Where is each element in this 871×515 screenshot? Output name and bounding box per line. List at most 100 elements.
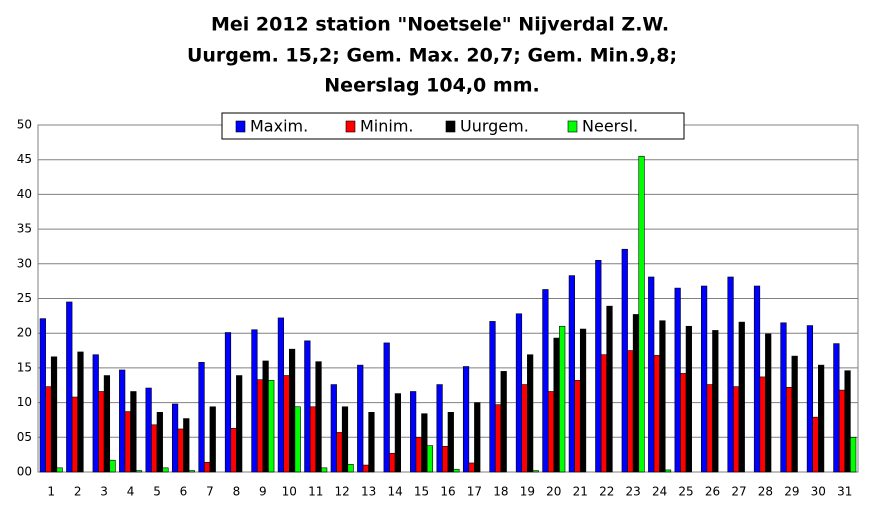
legend-label: Maxim.	[250, 117, 308, 136]
y-tick-label: 05	[17, 430, 32, 444]
x-tick-label: 7	[206, 485, 214, 499]
bar	[151, 424, 158, 473]
bar	[171, 403, 179, 473]
bar	[447, 412, 454, 473]
bar	[224, 332, 232, 473]
bar	[844, 370, 851, 473]
bar	[489, 321, 496, 473]
x-tick-label: 4	[127, 485, 135, 499]
bar	[135, 470, 143, 473]
bar	[547, 391, 555, 473]
x-tick-label: 1	[47, 485, 55, 499]
bar	[415, 436, 422, 473]
bar	[204, 461, 211, 473]
bar	[383, 342, 390, 473]
x-tick-label: 2	[74, 485, 82, 499]
bar	[674, 287, 681, 473]
bar	[664, 469, 672, 473]
bar	[542, 289, 549, 473]
bar	[532, 470, 539, 473]
x-tick-label: 25	[678, 485, 693, 499]
chart-title: Uurgem. 15,2; Gem. Max. 20,7; Gem. Min.9…	[187, 45, 677, 67]
bar	[71, 396, 78, 473]
bar	[453, 468, 460, 473]
bar	[712, 330, 719, 473]
x-tick-label: 5	[153, 485, 161, 499]
bar	[500, 371, 507, 473]
bar	[410, 391, 417, 473]
bar	[368, 412, 375, 473]
chart-title: Mei 2012 station "Noetsele" Nijverdal Z.…	[211, 14, 669, 36]
x-tick-label: 3	[100, 485, 108, 499]
x-tick-label: 11	[308, 485, 323, 499]
bar	[527, 354, 534, 473]
x-tick-label: 14	[387, 485, 402, 499]
bar	[130, 391, 137, 473]
bar	[495, 404, 502, 473]
bar	[579, 328, 587, 473]
bar	[277, 317, 284, 473]
legend-label: Uurgem.	[460, 117, 529, 136]
bar	[759, 376, 766, 473]
bar	[474, 402, 481, 473]
legend-swatch	[345, 120, 356, 133]
x-tick-label: 19	[520, 485, 535, 499]
y-tick-label: 35	[17, 222, 32, 236]
legend-swatch	[445, 120, 456, 133]
bar	[124, 411, 131, 473]
x-tick-label: 29	[784, 485, 799, 499]
bar	[701, 285, 708, 473]
bar	[632, 314, 640, 473]
bar	[765, 333, 772, 473]
x-tick-label: 26	[705, 485, 720, 499]
bar	[818, 364, 825, 473]
y-tick-label: 20	[17, 326, 32, 340]
bar	[77, 351, 84, 473]
x-tick-label: 27	[731, 485, 746, 499]
bar	[98, 391, 105, 473]
bar	[45, 386, 52, 473]
bar	[309, 406, 317, 473]
bar	[515, 313, 523, 473]
bar	[362, 464, 369, 473]
bar	[833, 343, 840, 473]
bar	[209, 406, 216, 473]
y-tick-label: 25	[17, 291, 32, 305]
bar	[347, 464, 354, 473]
x-tick-label: 22	[599, 485, 614, 499]
bar	[806, 325, 814, 473]
bar	[595, 260, 602, 473]
bar	[321, 467, 328, 473]
x-tick-label: 8	[233, 485, 241, 499]
bar	[436, 384, 443, 473]
bar	[785, 387, 793, 473]
y-tick-label: 40	[17, 187, 32, 201]
y-tick-label: 50	[17, 118, 32, 132]
bar	[468, 462, 475, 473]
x-tick-label: 16	[440, 485, 455, 499]
bar	[236, 375, 243, 473]
bar	[119, 369, 126, 473]
bar	[462, 366, 470, 473]
bar	[251, 329, 258, 473]
bar	[426, 445, 434, 473]
bar	[421, 413, 428, 473]
x-tick-label: 21	[573, 485, 588, 499]
bar	[156, 412, 163, 473]
bar	[39, 318, 46, 473]
bar	[738, 321, 745, 473]
bar	[162, 467, 169, 473]
bar	[638, 155, 645, 473]
bar	[568, 275, 575, 473]
bar	[145, 387, 152, 473]
bar	[442, 446, 449, 473]
x-tick-label: 18	[493, 485, 508, 499]
bar	[659, 320, 666, 473]
bar	[92, 354, 99, 473]
bar	[394, 393, 401, 473]
bar	[294, 406, 301, 473]
bar	[256, 379, 264, 473]
bar	[198, 362, 205, 473]
legend-swatch	[567, 120, 578, 133]
bar	[56, 467, 63, 473]
